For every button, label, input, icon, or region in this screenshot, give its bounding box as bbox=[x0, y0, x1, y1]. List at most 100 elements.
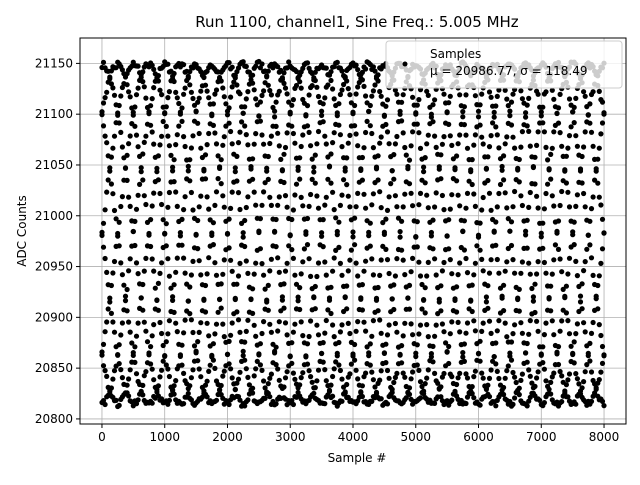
data-point bbox=[532, 383, 538, 389]
data-point bbox=[541, 129, 548, 135]
data-point bbox=[119, 84, 125, 91]
data-point bbox=[198, 193, 204, 199]
data-point bbox=[173, 189, 179, 195]
data-point bbox=[237, 369, 243, 375]
data-point bbox=[454, 284, 460, 290]
data-point bbox=[477, 102, 483, 108]
data-point bbox=[581, 144, 587, 150]
data-point bbox=[171, 78, 177, 85]
data-point bbox=[581, 320, 587, 326]
data-point bbox=[568, 358, 574, 365]
data-point bbox=[571, 242, 577, 248]
data-point bbox=[375, 78, 381, 84]
data-point bbox=[384, 401, 391, 407]
data-point bbox=[457, 132, 463, 138]
data-point bbox=[543, 144, 549, 150]
data-point bbox=[457, 203, 463, 209]
data-point bbox=[224, 231, 231, 237]
data-point bbox=[308, 318, 314, 324]
data-point bbox=[344, 78, 350, 84]
data-point bbox=[312, 385, 318, 391]
data-point bbox=[116, 342, 122, 348]
data-point bbox=[262, 153, 268, 159]
data-point bbox=[314, 141, 320, 147]
data-point bbox=[430, 119, 436, 125]
data-point bbox=[515, 167, 521, 173]
data-point bbox=[157, 270, 163, 276]
data-point bbox=[104, 140, 110, 146]
data-point bbox=[565, 377, 571, 383]
data-point bbox=[375, 153, 381, 159]
data-point bbox=[223, 101, 229, 107]
data-point bbox=[345, 86, 351, 92]
data-point bbox=[284, 130, 290, 136]
chart-title: Run 1100, channel1, Sine Freq.: 5.005 MH… bbox=[195, 13, 519, 31]
data-point bbox=[300, 333, 306, 339]
data-point bbox=[218, 157, 224, 163]
data-point bbox=[196, 130, 202, 137]
data-point bbox=[342, 165, 348, 171]
data-point bbox=[585, 232, 591, 238]
data-point bbox=[308, 143, 314, 149]
data-point bbox=[165, 256, 171, 262]
data-point bbox=[397, 229, 403, 235]
data-point bbox=[348, 361, 354, 367]
data-point bbox=[352, 242, 358, 248]
data-point bbox=[384, 207, 391, 213]
data-point bbox=[397, 351, 403, 357]
data-point bbox=[601, 110, 607, 116]
data-point bbox=[251, 189, 257, 195]
data-point bbox=[584, 104, 590, 110]
data-point bbox=[226, 216, 232, 222]
data-point bbox=[267, 375, 273, 381]
data-point bbox=[253, 131, 259, 137]
data-point bbox=[460, 350, 466, 356]
data-point bbox=[488, 133, 494, 139]
data-point bbox=[413, 234, 419, 240]
data-point bbox=[378, 330, 384, 336]
data-point bbox=[264, 168, 270, 174]
data-point bbox=[265, 82, 271, 88]
data-point bbox=[181, 330, 187, 336]
data-point bbox=[468, 388, 474, 394]
data-point bbox=[143, 369, 149, 375]
data-point bbox=[240, 234, 246, 240]
data-point bbox=[494, 368, 500, 374]
data-point bbox=[330, 322, 336, 328]
data-point bbox=[341, 81, 347, 88]
data-point bbox=[563, 180, 570, 186]
data-point bbox=[325, 176, 331, 182]
data-point bbox=[573, 95, 579, 101]
data-point bbox=[566, 371, 573, 377]
data-point bbox=[188, 189, 194, 196]
data-point bbox=[259, 202, 265, 208]
data-point bbox=[311, 294, 317, 300]
data-point bbox=[350, 234, 356, 240]
data-point bbox=[384, 97, 391, 103]
data-point bbox=[279, 76, 285, 83]
data-point bbox=[108, 385, 114, 391]
data-point bbox=[424, 375, 430, 381]
data-point bbox=[242, 403, 248, 409]
data-point bbox=[508, 122, 515, 128]
data-point bbox=[414, 244, 420, 250]
data-point bbox=[328, 77, 334, 84]
data-point bbox=[218, 181, 224, 187]
data-point bbox=[479, 207, 485, 213]
data-point bbox=[173, 378, 179, 384]
data-point bbox=[276, 269, 282, 275]
data-point bbox=[229, 375, 235, 381]
data-point bbox=[221, 94, 227, 100]
data-point bbox=[206, 368, 212, 374]
data-point bbox=[538, 234, 544, 240]
data-point bbox=[173, 89, 179, 95]
data-point bbox=[207, 101, 213, 107]
data-point bbox=[328, 310, 334, 317]
data-point bbox=[417, 395, 424, 401]
data-point bbox=[364, 245, 370, 251]
data-point bbox=[538, 351, 544, 357]
data-point bbox=[527, 271, 533, 277]
x-tick-label: 2000 bbox=[212, 430, 243, 444]
data-point bbox=[282, 144, 289, 151]
legend-stats: μ = 20986.77, σ = 118.49 bbox=[430, 64, 587, 78]
